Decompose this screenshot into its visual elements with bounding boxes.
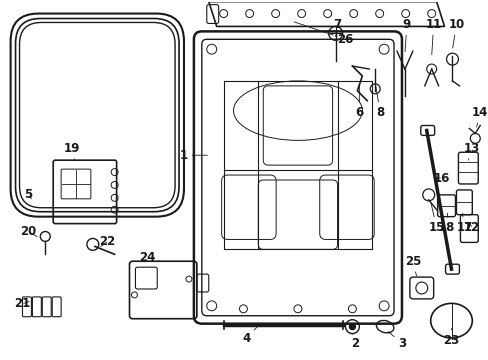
Text: 22: 22 <box>100 235 116 248</box>
Text: 12: 12 <box>463 221 479 234</box>
Text: 26: 26 <box>294 22 353 46</box>
Text: 2: 2 <box>350 334 359 350</box>
Text: 10: 10 <box>447 18 464 48</box>
Text: 23: 23 <box>443 329 459 347</box>
Text: 17: 17 <box>455 213 471 234</box>
Text: 9: 9 <box>402 18 410 52</box>
Text: 24: 24 <box>139 251 159 264</box>
Text: 8: 8 <box>375 84 384 119</box>
Text: 21: 21 <box>14 297 31 310</box>
Text: 25: 25 <box>404 255 420 276</box>
Text: 16: 16 <box>432 171 449 185</box>
Text: 4: 4 <box>242 327 257 345</box>
Text: 3: 3 <box>387 332 405 350</box>
Text: 6: 6 <box>354 84 363 119</box>
Text: 7: 7 <box>333 18 341 36</box>
Text: 11: 11 <box>425 18 441 55</box>
Text: 15: 15 <box>427 203 444 234</box>
Text: 19: 19 <box>64 142 80 161</box>
Circle shape <box>349 324 355 330</box>
Text: 20: 20 <box>20 225 37 238</box>
Text: 13: 13 <box>463 142 479 160</box>
Text: 18: 18 <box>437 213 454 234</box>
Text: 14: 14 <box>471 106 488 127</box>
Text: 5: 5 <box>24 188 33 201</box>
Text: 1: 1 <box>180 149 207 162</box>
